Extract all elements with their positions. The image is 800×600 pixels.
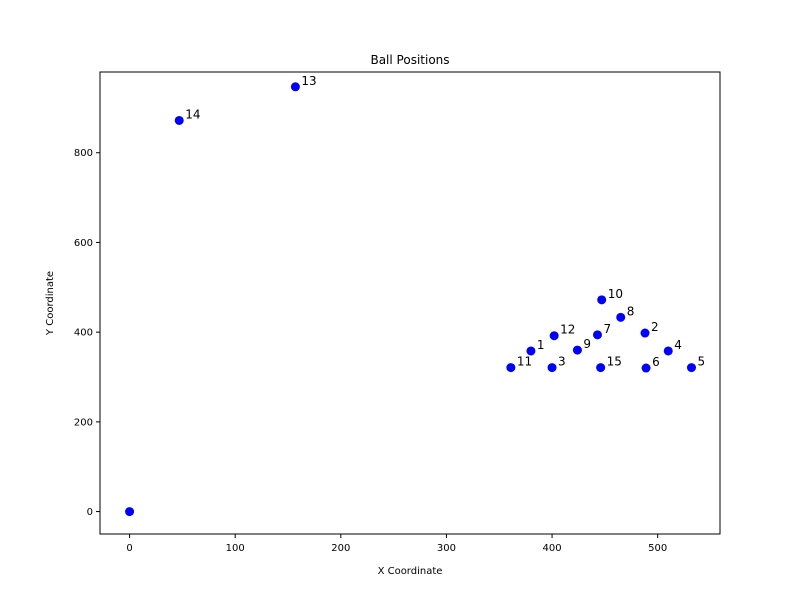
x-tick-label: 400 xyxy=(543,543,562,554)
data-point xyxy=(174,115,184,125)
point-label: 1 xyxy=(537,338,545,352)
y-tick-label: 0 xyxy=(87,507,93,518)
point-label: 12 xyxy=(560,323,575,337)
data-point xyxy=(290,82,300,92)
data-point xyxy=(640,328,650,338)
data-point xyxy=(125,507,135,517)
point-label: 10 xyxy=(608,287,623,301)
data-point xyxy=(686,363,696,373)
data-point xyxy=(663,346,673,356)
x-tick-label: 200 xyxy=(331,543,350,554)
point-label: 5 xyxy=(697,355,705,369)
y-tick-label: 600 xyxy=(74,238,93,249)
x-axis-label: X Coordinate xyxy=(378,566,443,577)
data-point xyxy=(616,312,626,322)
point-label: 6 xyxy=(652,355,660,369)
point-label: 11 xyxy=(517,355,532,369)
x-tick-label: 500 xyxy=(648,543,667,554)
y-axis-label: Y Coordinate xyxy=(45,271,56,336)
point-label: 14 xyxy=(185,107,200,121)
data-point xyxy=(641,363,651,373)
point-label: 15 xyxy=(607,355,622,369)
y-tick-label: 400 xyxy=(74,328,93,339)
x-tick-label: 100 xyxy=(226,543,245,554)
chart-title: Ball Positions xyxy=(370,53,449,67)
y-tick-label: 200 xyxy=(74,417,93,428)
point-label: 8 xyxy=(627,304,635,318)
data-point xyxy=(549,331,559,341)
axes-frame xyxy=(99,71,721,535)
point-label: 9 xyxy=(583,337,591,351)
data-point xyxy=(592,330,602,340)
point-label: 2 xyxy=(651,320,659,334)
data-point xyxy=(547,363,557,373)
y-axis-ticks: 0 200 400 600 800 xyxy=(74,148,100,518)
data-point xyxy=(572,345,582,355)
point-label: 13 xyxy=(301,74,316,88)
y-tick-label: 800 xyxy=(74,148,93,159)
point-label: 3 xyxy=(558,355,566,369)
data-point xyxy=(526,346,536,356)
data-point xyxy=(597,295,607,305)
data-point xyxy=(596,363,606,373)
data-points xyxy=(125,82,696,517)
point-label: 7 xyxy=(603,322,611,336)
x-tick-label: 300 xyxy=(437,543,456,554)
point-label: 4 xyxy=(674,338,682,352)
data-point xyxy=(506,363,516,373)
x-tick-label: 0 xyxy=(126,543,132,554)
x-axis-ticks: 0 100 200 300 400 500 xyxy=(126,534,667,554)
